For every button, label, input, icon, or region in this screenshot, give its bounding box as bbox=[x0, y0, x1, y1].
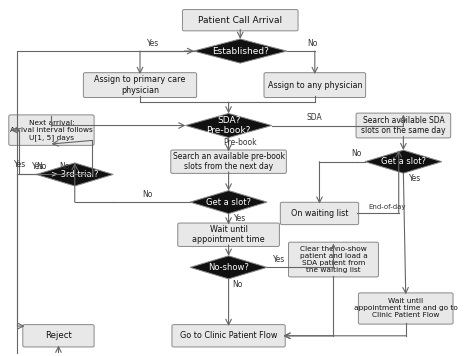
Text: Established?: Established? bbox=[212, 47, 269, 56]
FancyBboxPatch shape bbox=[356, 113, 451, 138]
FancyBboxPatch shape bbox=[23, 325, 94, 347]
Text: Patient Call Arrival: Patient Call Arrival bbox=[198, 16, 283, 25]
Text: Assign to primary care
physician: Assign to primary care physician bbox=[94, 75, 186, 95]
Text: Yes: Yes bbox=[14, 160, 26, 169]
Text: Assign to any physician: Assign to any physician bbox=[267, 80, 362, 90]
Text: Yes: Yes bbox=[409, 174, 421, 183]
Text: No: No bbox=[36, 162, 47, 171]
Text: Clear the no-show
patient and load a
SDA patient from
the waiting list: Clear the no-show patient and load a SDA… bbox=[300, 246, 367, 273]
Text: Next arrival;
Arrival interval follows
U[1, 5] days: Next arrival; Arrival interval follows U… bbox=[10, 120, 93, 141]
FancyBboxPatch shape bbox=[9, 115, 94, 145]
Text: No: No bbox=[59, 162, 70, 171]
FancyBboxPatch shape bbox=[182, 10, 298, 31]
Text: SDA?
Pre-book?: SDA? Pre-book? bbox=[206, 116, 251, 135]
Polygon shape bbox=[190, 256, 267, 279]
Text: Go to Clinic Patient Flow: Go to Clinic Patient Flow bbox=[180, 331, 277, 340]
Text: Yes: Yes bbox=[147, 39, 159, 48]
Text: Wait until
appointment time: Wait until appointment time bbox=[192, 225, 265, 245]
Text: Search an available pre-book
slots from the next day: Search an available pre-book slots from … bbox=[173, 152, 284, 171]
Text: No-show?: No-show? bbox=[208, 263, 249, 272]
Text: Pre-book: Pre-book bbox=[223, 138, 257, 147]
Text: Get a slot?: Get a slot? bbox=[206, 198, 251, 206]
Text: Reject: Reject bbox=[45, 331, 72, 340]
Polygon shape bbox=[193, 39, 287, 63]
FancyBboxPatch shape bbox=[264, 73, 365, 98]
FancyBboxPatch shape bbox=[358, 293, 453, 324]
Text: Yes: Yes bbox=[273, 255, 285, 264]
FancyBboxPatch shape bbox=[178, 223, 279, 246]
Text: Yes: Yes bbox=[234, 214, 246, 223]
Text: Yes: Yes bbox=[32, 162, 45, 171]
Text: No: No bbox=[233, 279, 243, 289]
Polygon shape bbox=[190, 190, 267, 214]
FancyBboxPatch shape bbox=[83, 73, 197, 98]
FancyBboxPatch shape bbox=[289, 242, 378, 277]
Text: > 3rd trial?: > 3rd trial? bbox=[51, 170, 99, 179]
Text: No: No bbox=[351, 149, 361, 158]
FancyBboxPatch shape bbox=[172, 325, 285, 347]
Text: Get a slot?: Get a slot? bbox=[381, 157, 426, 166]
FancyBboxPatch shape bbox=[171, 150, 286, 173]
Polygon shape bbox=[365, 150, 442, 173]
Text: No: No bbox=[142, 189, 152, 199]
Text: Wait until
appointment time and go to
Clinic Patient Flow: Wait until appointment time and go to Cl… bbox=[354, 298, 458, 319]
Text: SDA: SDA bbox=[307, 113, 323, 122]
Polygon shape bbox=[36, 163, 113, 186]
Polygon shape bbox=[185, 114, 272, 137]
FancyBboxPatch shape bbox=[280, 202, 359, 225]
Text: Search available SDA
slots on the same day: Search available SDA slots on the same d… bbox=[361, 116, 446, 135]
Text: No: No bbox=[307, 39, 318, 48]
Text: End-of-day: End-of-day bbox=[368, 204, 406, 210]
Text: On waiting list: On waiting list bbox=[291, 209, 348, 218]
